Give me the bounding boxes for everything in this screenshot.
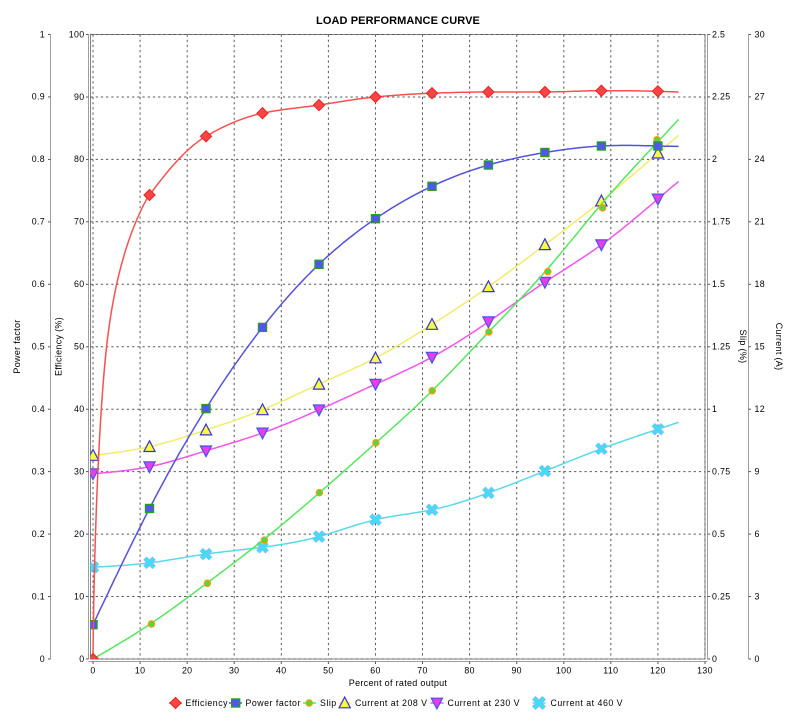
svg-text:18: 18: [755, 279, 766, 289]
svg-text:40: 40: [276, 666, 287, 676]
svg-text:Slip (%): Slip (%): [738, 330, 748, 364]
svg-text:Current (A): Current (A): [774, 323, 784, 371]
svg-text:Percent of rated output: Percent of rated output: [349, 678, 448, 688]
svg-text:70: 70: [417, 666, 428, 676]
svg-text:80: 80: [464, 666, 475, 676]
svg-text:50: 50: [74, 342, 85, 352]
svg-text:0.5: 0.5: [32, 342, 45, 352]
svg-text:100: 100: [556, 666, 572, 676]
svg-text:Current at 460 V: Current at 460 V: [551, 698, 624, 708]
svg-text:0.8: 0.8: [32, 154, 45, 164]
svg-text:0: 0: [90, 666, 95, 676]
svg-text:60: 60: [370, 666, 381, 676]
svg-text:LOAD PERFORMANCE CURVE: LOAD PERFORMANCE CURVE: [316, 15, 480, 27]
svg-text:20: 20: [74, 529, 85, 539]
svg-text:0.9: 0.9: [32, 92, 45, 102]
svg-text:12: 12: [755, 404, 766, 414]
svg-text:30: 30: [74, 466, 85, 476]
svg-text:21: 21: [755, 217, 766, 227]
svg-text:100: 100: [69, 29, 85, 39]
svg-text:30: 30: [229, 666, 240, 676]
svg-text:0.2: 0.2: [32, 529, 45, 539]
svg-text:0.3: 0.3: [32, 466, 45, 476]
svg-text:Slip: Slip: [320, 698, 337, 708]
svg-text:40: 40: [74, 404, 85, 414]
svg-text:80: 80: [74, 154, 85, 164]
svg-text:0: 0: [712, 654, 717, 664]
svg-text:0.4: 0.4: [32, 404, 45, 414]
svg-text:Current at 230 V: Current at 230 V: [448, 698, 521, 708]
svg-text:0.6: 0.6: [32, 279, 45, 289]
svg-text:20: 20: [182, 666, 193, 676]
svg-text:120: 120: [650, 666, 666, 676]
svg-text:50: 50: [323, 666, 334, 676]
svg-text:110: 110: [603, 666, 618, 676]
svg-text:10: 10: [74, 591, 85, 601]
svg-text:Current at 208 V: Current at 208 V: [355, 698, 428, 708]
svg-text:60: 60: [74, 279, 85, 289]
svg-text:1.25: 1.25: [712, 342, 731, 352]
svg-text:Efficiency: Efficiency: [186, 698, 229, 708]
svg-text:1: 1: [40, 29, 45, 39]
svg-text:70: 70: [74, 217, 85, 227]
svg-text:Efficiency (%): Efficiency (%): [54, 317, 64, 376]
svg-text:90: 90: [74, 92, 85, 102]
svg-text:2.25: 2.25: [712, 92, 731, 102]
svg-text:Power factor: Power factor: [246, 698, 301, 708]
svg-text:24: 24: [755, 154, 766, 164]
svg-text:0.25: 0.25: [712, 591, 731, 601]
svg-text:6: 6: [755, 529, 760, 539]
svg-text:0.7: 0.7: [32, 217, 45, 227]
svg-text:1.75: 1.75: [712, 217, 731, 227]
svg-text:Power factor: Power factor: [12, 319, 22, 373]
svg-text:15: 15: [755, 342, 766, 352]
svg-text:130: 130: [697, 666, 713, 676]
svg-text:3: 3: [755, 591, 760, 601]
svg-text:0.5: 0.5: [712, 529, 725, 539]
svg-text:27: 27: [755, 92, 766, 102]
svg-text:2.5: 2.5: [712, 29, 725, 39]
svg-text:9: 9: [755, 466, 760, 476]
svg-text:0.75: 0.75: [712, 466, 731, 476]
svg-text:10: 10: [135, 666, 146, 676]
svg-text:0: 0: [79, 654, 84, 664]
svg-text:0: 0: [755, 654, 760, 664]
svg-text:2: 2: [712, 154, 717, 164]
svg-text:0.1: 0.1: [32, 591, 45, 601]
svg-text:1.5: 1.5: [712, 279, 725, 289]
svg-text:0: 0: [40, 654, 45, 664]
svg-text:30: 30: [755, 29, 766, 39]
svg-text:90: 90: [511, 666, 522, 676]
svg-text:1: 1: [712, 404, 717, 414]
